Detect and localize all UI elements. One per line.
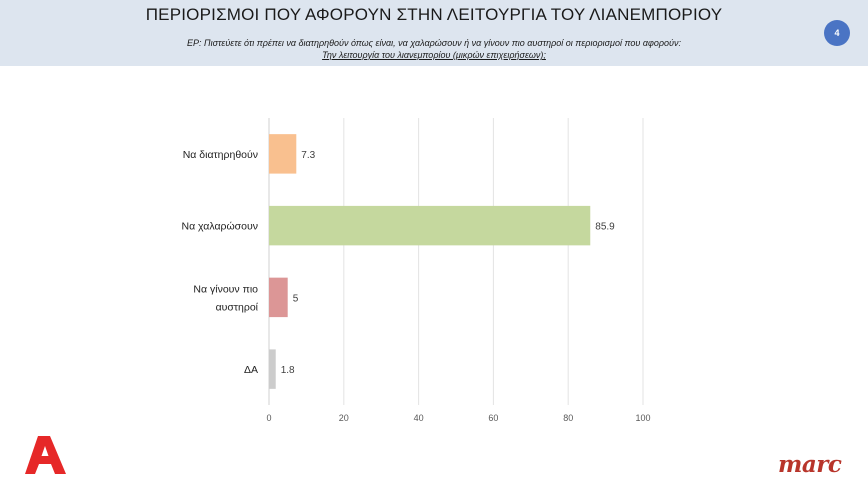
bar xyxy=(269,205,591,246)
x-tick-label: 0 xyxy=(266,413,271,423)
category-label-line: Να γίνουν πιο xyxy=(193,283,258,295)
marc-logo: marc xyxy=(778,451,842,478)
header-band: ΠΕΡΙΟΡΙΣΜΟΙ ΠΟΥ ΑΦΟΡΟΥΝ ΣΤΗΝ ΛΕΙΤΟΥΡΓΙΑ … xyxy=(0,0,868,66)
category-label-line: Να διατηρηθούν xyxy=(183,149,258,161)
x-tick-label: 40 xyxy=(414,413,424,423)
category-label-line: ΔΑ xyxy=(244,364,258,376)
data-label: 1.8 xyxy=(281,365,295,376)
survey-question: ΕΡ: Πιστεύετε ότι πρέπει να διατηρηθούν … xyxy=(60,37,808,61)
category-label-line: Να χαλαρώσουν xyxy=(181,221,258,233)
question-line-1: ΕΡ: Πιστεύετε ότι πρέπει να διατηρηθούν … xyxy=(187,38,681,48)
bar xyxy=(269,134,297,174)
bar xyxy=(269,277,288,318)
x-tick-label: 60 xyxy=(488,413,498,423)
category-label: Να γίνουν πιο αυστηροί xyxy=(193,283,258,313)
bar xyxy=(269,349,276,389)
question-line-2: Την λειτουργία του λιανεμπορίου (μικρών … xyxy=(322,50,546,60)
category-label: Να χαλαρώσουν xyxy=(181,221,258,233)
alpha-tv-logo-icon xyxy=(25,436,66,474)
category-label-line: αυστηροί xyxy=(216,301,259,313)
x-tick-label: 80 xyxy=(563,413,573,423)
data-label: 7.3 xyxy=(301,150,315,161)
page-title: ΠΕΡΙΟΡΙΣΜΟΙ ΠΟΥ ΑΦΟΡΟΥΝ ΣΤΗΝ ΛΕΙΤΟΥΡΓΙΑ … xyxy=(145,5,723,24)
category-label: Να διατηρηθούν xyxy=(183,149,258,161)
category-label: ΔΑ xyxy=(244,364,258,376)
x-tick-label: 20 xyxy=(339,413,349,423)
page-number-badge: 4 xyxy=(824,20,850,46)
data-label: 85.9 xyxy=(595,222,615,233)
x-tick-label: 100 xyxy=(635,413,650,423)
data-label: 5 xyxy=(293,293,299,304)
